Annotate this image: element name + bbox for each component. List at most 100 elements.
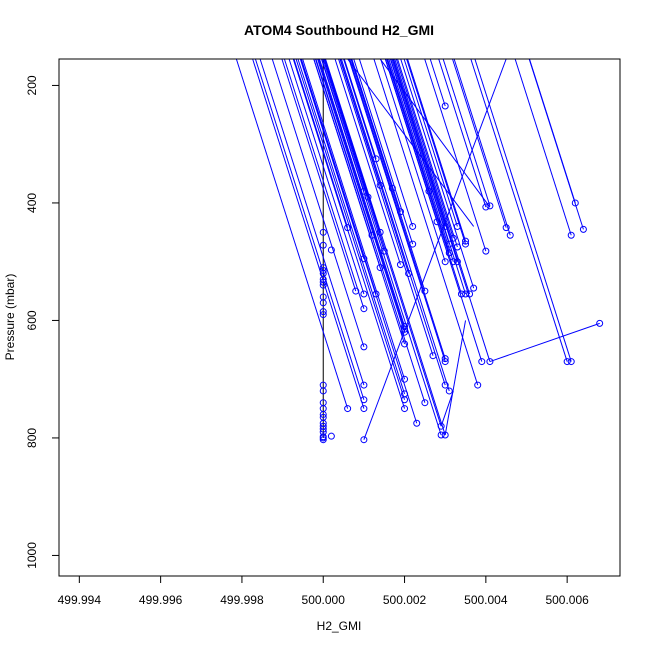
data-point: [409, 240, 417, 248]
data-point: [457, 290, 465, 298]
data-point: [388, 184, 396, 192]
data-point: [401, 328, 409, 336]
profile-segment: [429, 58, 446, 107]
data-point: [380, 247, 388, 255]
profile-segment: [317, 58, 406, 333]
data-point: [441, 355, 449, 363]
profile-segment: [334, 58, 401, 265]
data-point: [445, 387, 453, 395]
data-point: [396, 261, 404, 269]
x-tick-label: 499.994: [58, 593, 102, 607]
profile-segment: [395, 58, 454, 239]
data-point: [502, 224, 510, 232]
data-point: [478, 358, 486, 366]
data-point: [437, 431, 445, 439]
profile-segment: [474, 58, 572, 362]
profile-segment: [325, 58, 446, 436]
data-point: [376, 264, 384, 272]
profile-segment: [528, 58, 584, 230]
profile-segment: [390, 58, 466, 295]
profile-segment: [313, 58, 406, 345]
profile-segment: [322, 58, 385, 252]
data-point: [372, 155, 380, 163]
profile-segment: [392, 58, 458, 262]
profile-segment: [288, 58, 365, 295]
profile-segment: [393, 58, 491, 362]
profile-segment: [235, 58, 349, 409]
data-point: [376, 228, 384, 236]
data-point: [567, 231, 575, 239]
data-point: [376, 181, 384, 189]
data-point: [360, 290, 368, 298]
profile-segment: [347, 58, 475, 227]
data-point: [579, 225, 587, 233]
plot-frame: [58, 58, 621, 577]
profile-segment: [387, 58, 450, 254]
data-point: [433, 218, 441, 226]
profile-segment: [394, 58, 471, 295]
data-point: [319, 308, 327, 316]
profile-segment: [424, 58, 487, 252]
data-point: [462, 290, 470, 298]
data-point: [441, 222, 449, 230]
profile-segment: [340, 58, 446, 386]
data-point: [437, 422, 445, 430]
data-point: [441, 358, 449, 366]
data-point: [344, 224, 352, 232]
profile-segment: [406, 58, 466, 245]
data-point: [453, 243, 461, 251]
data-point: [327, 246, 335, 254]
data-point: [401, 375, 409, 383]
x-axis-label: H2_GMI: [317, 619, 362, 633]
profile-segment: [254, 58, 365, 400]
data-point: [344, 405, 352, 413]
data-point: [360, 343, 368, 351]
x-tick-label: 499.998: [220, 593, 264, 607]
data-point: [506, 231, 514, 239]
y-tick-label: 800: [25, 428, 39, 448]
data-point: [319, 299, 327, 307]
profile-segment: [297, 58, 406, 395]
profile-segment: [440, 390, 454, 427]
data-point: [319, 399, 327, 407]
data-point: [364, 193, 372, 201]
data-point: [319, 311, 327, 319]
data-point: [445, 240, 453, 248]
data-point: [327, 432, 335, 440]
data-point: [486, 202, 494, 210]
profile-segment: [403, 58, 458, 227]
profile-segment: [349, 58, 446, 359]
profile-segment: [351, 58, 401, 212]
profile-segment: [314, 58, 426, 403]
data-point: [319, 413, 327, 421]
profile-segment: [380, 58, 446, 262]
chart-title: ATOM4 Southbound H2_GMI: [244, 22, 434, 38]
data-point: [449, 258, 457, 266]
data-point: [441, 431, 449, 439]
data-point: [401, 405, 409, 413]
data-point: [482, 247, 490, 255]
data-point: [563, 358, 571, 366]
y-tick-label: 1000: [25, 542, 39, 569]
profile-segment: [338, 58, 434, 356]
data-point: [466, 290, 474, 298]
data-point: [567, 358, 575, 366]
data-point: [319, 241, 327, 249]
data-point: [421, 399, 429, 407]
profile-segment: [363, 58, 507, 440]
profile-segment: [373, 58, 479, 386]
x-tick-label: 500.002: [383, 593, 427, 607]
data-point: [413, 419, 421, 427]
data-point: [482, 203, 490, 211]
y-axis: 200 400 600 800 1000: [25, 75, 60, 569]
data-point: [372, 290, 380, 298]
x-tick-label: 499.996: [139, 593, 183, 607]
profile-segment: [318, 58, 406, 330]
profile-segment: [391, 58, 446, 227]
data-point: [441, 381, 449, 389]
data-point: [352, 287, 360, 295]
data-point: [474, 381, 482, 389]
data-point: [319, 425, 327, 433]
y-tick-label: 200: [25, 75, 39, 95]
profile-segment: [453, 58, 511, 236]
